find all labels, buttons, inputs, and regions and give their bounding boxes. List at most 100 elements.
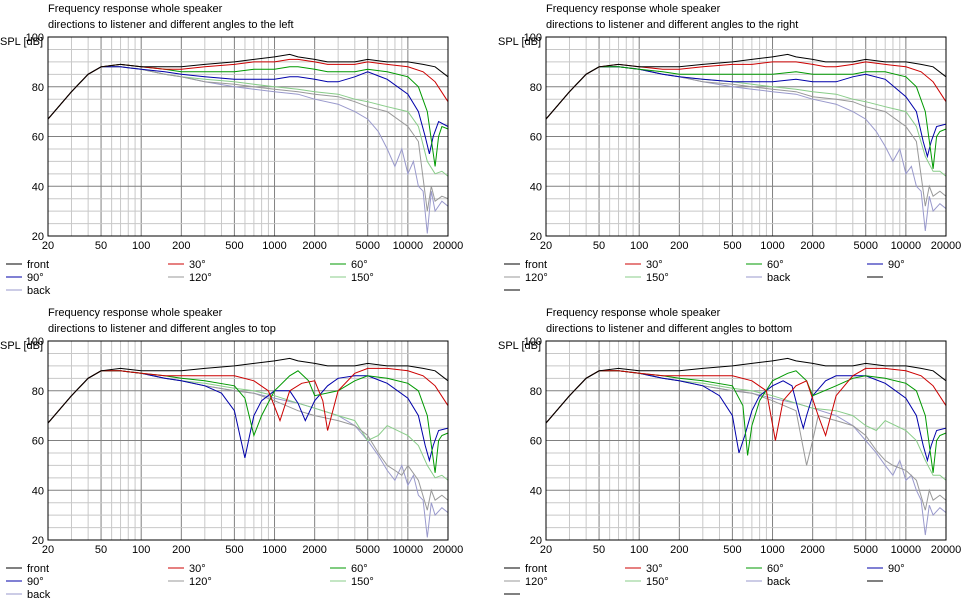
x-tick-label: 2000 [800, 544, 824, 556]
chart-title: Frequency response whole speaker [48, 3, 223, 15]
x-tick-label: 2000 [302, 544, 326, 556]
legend-label: 150° [351, 272, 374, 284]
legend-label: back [767, 576, 791, 588]
series-line-30deg [545, 367, 947, 441]
x-tick-label: 5000 [853, 544, 877, 556]
series-line-90deg [545, 370, 947, 463]
series-line-front [545, 53, 947, 120]
y-tick-label: 80 [530, 82, 542, 94]
legend-label: 60° [351, 259, 368, 271]
legend-label: front [525, 259, 547, 271]
x-tick-label: 500 [723, 240, 741, 252]
x-tick-label: 20000 [931, 544, 962, 556]
x-tick-label: 20 [42, 240, 54, 252]
x-tick-label: 10000 [393, 240, 424, 252]
y-tick-label: 80 [32, 82, 44, 94]
series-line-front [545, 357, 947, 424]
chart-panel-2: Frequency response whole speaker directio… [498, 3, 961, 291]
chart-title: Frequency response whole speaker [48, 307, 223, 319]
x-tick-label: 10000 [393, 544, 424, 556]
legend-label: 30° [189, 259, 206, 271]
legend-label: 90° [27, 272, 44, 284]
x-tick-label: 100 [630, 240, 648, 252]
y-tick-label: 80 [530, 386, 542, 398]
legend-label: front [27, 259, 49, 271]
legend-label: back [27, 285, 51, 297]
series-line-90deg [47, 66, 449, 155]
y-tick-label: 40 [32, 485, 44, 497]
chart-title: Frequency response whole speaker [546, 307, 721, 319]
x-tick-label: 500 [225, 240, 243, 252]
legend-label: 150° [646, 272, 669, 284]
y-axis-label: SPL [dB] [0, 36, 43, 48]
x-tick-label: 50 [95, 544, 107, 556]
series-lines [545, 53, 947, 232]
series-line-60deg [545, 66, 947, 169]
x-tick-label: 500 [225, 544, 243, 556]
chart-panel-3: Frequency response whole speaker directio… [0, 307, 463, 601]
chart-subtitle: directions to listener and different ang… [48, 323, 276, 335]
legend-label: 120° [189, 576, 212, 588]
y-tick-label: 60 [530, 132, 542, 144]
y-tick-label: 20 [32, 535, 44, 547]
legend-label: 30° [646, 259, 663, 271]
series-line-front [47, 53, 449, 120]
legend: front 30° 60° 90° 120° 150° back [6, 259, 374, 297]
x-tick-label: 10000 [891, 544, 922, 556]
x-tick-label: 50 [95, 240, 107, 252]
x-tick-label: 5000 [355, 240, 379, 252]
y-axis-label: SPL [dB] [498, 340, 541, 352]
plot-frame [47, 36, 449, 237]
legend-label: back [27, 589, 51, 601]
series-line-30deg [47, 367, 449, 431]
plot-frame [545, 36, 947, 237]
x-tick-label: 100 [132, 544, 150, 556]
x-tick-label: 1000 [760, 544, 784, 556]
legend-label: 120° [525, 576, 548, 588]
x-tick-label: 20000 [433, 544, 464, 556]
legend-label: 90° [888, 563, 905, 575]
legend: front 30° 60° 90° 120° 150° back [504, 259, 905, 291]
legend-label: 90° [27, 576, 44, 588]
x-tick-label: 50 [593, 240, 605, 252]
plot-frame [545, 340, 947, 541]
y-axis-label: SPL [dB] [498, 36, 541, 48]
legend-label: back [767, 272, 791, 284]
x-tick-label: 200 [670, 240, 688, 252]
series-lines [545, 357, 947, 536]
series-line-front [47, 357, 449, 424]
legend-label: 60° [767, 259, 784, 271]
x-tick-label: 200 [172, 240, 190, 252]
legend-label: 60° [351, 563, 368, 575]
y-tick-label: 20 [32, 231, 44, 243]
legend: front 30° 60° 90° 120° 150° back [504, 563, 905, 595]
x-tick-label: 20 [540, 544, 552, 556]
x-tick-label: 20000 [433, 240, 464, 252]
legend-label: 30° [646, 563, 663, 575]
grid [545, 36, 947, 237]
legend: front 30° 60° 90° 120° 150° back [6, 563, 374, 601]
y-tick-label: 60 [530, 436, 542, 448]
x-tick-label: 500 [723, 544, 741, 556]
x-tick-label: 100 [132, 240, 150, 252]
x-tick-label: 1000 [262, 240, 286, 252]
x-tick-label: 1000 [760, 240, 784, 252]
x-tick-label: 2000 [800, 240, 824, 252]
legend-label: front [27, 563, 49, 575]
y-tick-label: 80 [32, 386, 44, 398]
x-tick-label: 5000 [355, 544, 379, 556]
legend-label: 30° [189, 563, 206, 575]
chart-subtitle: directions to listener and different ang… [546, 323, 792, 335]
x-tick-label: 1000 [262, 544, 286, 556]
x-tick-label: 200 [670, 544, 688, 556]
x-tick-label: 2000 [302, 240, 326, 252]
x-tick-label: 5000 [853, 240, 877, 252]
legend-label: 90° [888, 259, 905, 271]
series-lines [47, 357, 449, 538]
chart-subtitle: directions to listener and different ang… [48, 19, 294, 31]
legend-label: front [525, 563, 547, 575]
legend-label: 150° [646, 576, 669, 588]
x-tick-label: 20 [540, 240, 552, 252]
y-tick-label: 60 [32, 132, 44, 144]
y-tick-label: 40 [530, 485, 542, 497]
